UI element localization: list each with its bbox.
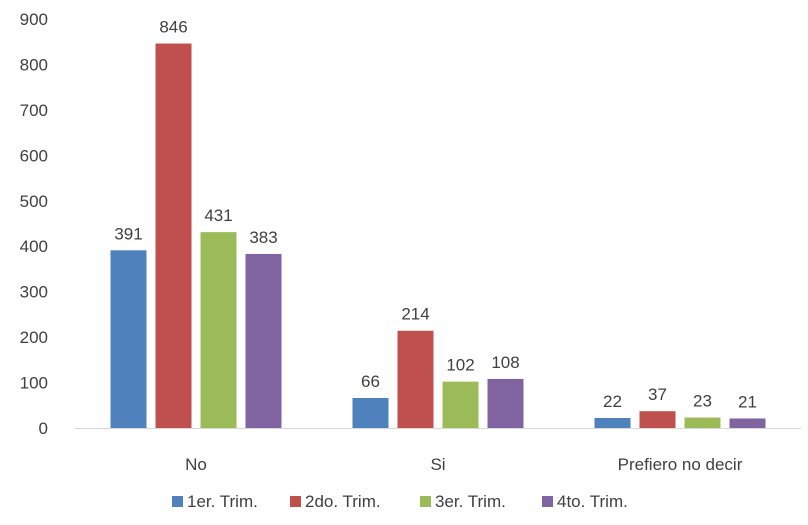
bar: [639, 411, 676, 428]
y-tick-label: 0: [39, 419, 48, 438]
y-tick-label: 500: [20, 192, 48, 211]
y-tick-label: 700: [20, 101, 48, 120]
y-axis: 0 100 200 300 400 500 600 700 800 900: [20, 10, 48, 438]
y-tick-label: 800: [20, 55, 48, 74]
bar: [352, 398, 389, 428]
bar: [684, 417, 721, 428]
x-axis: No Si Prefiero no decir: [75, 428, 801, 474]
x-tick-label: Prefiero no decir: [618, 455, 743, 474]
bar: [594, 418, 631, 428]
bar: [200, 232, 237, 428]
bar: [397, 330, 434, 428]
data-labels-group: 391 846 431 383 66 214 102 108 22 37 23 21: [114, 18, 757, 412]
bar: [442, 381, 479, 428]
data-label: 21: [738, 392, 757, 411]
y-tick-label: 300: [20, 283, 48, 302]
bar: [487, 378, 524, 428]
legend-swatch: [542, 496, 553, 507]
legend-label: 3er. Trim.: [435, 492, 506, 511]
x-tick-label: Si: [430, 455, 445, 474]
legend-label: 2do. Trim.: [305, 492, 381, 511]
data-label: 431: [204, 206, 232, 225]
legend-label: 4to. Trim.: [557, 492, 628, 511]
y-tick-label: 600: [20, 146, 48, 165]
data-label: 22: [603, 392, 622, 411]
y-tick-label: 400: [20, 237, 48, 256]
legend-swatch: [172, 496, 183, 507]
bar: [155, 43, 192, 428]
x-tick-label: No: [185, 455, 207, 474]
data-label: 66: [361, 372, 380, 391]
data-label: 37: [648, 385, 667, 404]
data-label: 846: [159, 18, 187, 37]
y-tick-label: 900: [20, 10, 48, 29]
bar: [245, 253, 282, 428]
y-tick-label: 100: [20, 374, 48, 393]
legend: 1er. Trim. 2do. Trim. 3er. Trim. 4to. Trim.: [172, 492, 628, 511]
bar: [729, 418, 766, 428]
data-label: 23: [693, 392, 712, 411]
legend-label: 1er. Trim.: [187, 492, 258, 511]
data-label: 108: [491, 353, 519, 372]
bars-group: [110, 43, 766, 428]
data-label: 214: [401, 305, 429, 324]
data-label: 383: [249, 228, 277, 247]
y-tick-label: 200: [20, 328, 48, 347]
bar: [110, 250, 147, 428]
legend-swatch: [420, 496, 431, 507]
data-label: 391: [114, 224, 142, 243]
legend-swatch: [290, 496, 301, 507]
data-label: 102: [446, 356, 474, 375]
